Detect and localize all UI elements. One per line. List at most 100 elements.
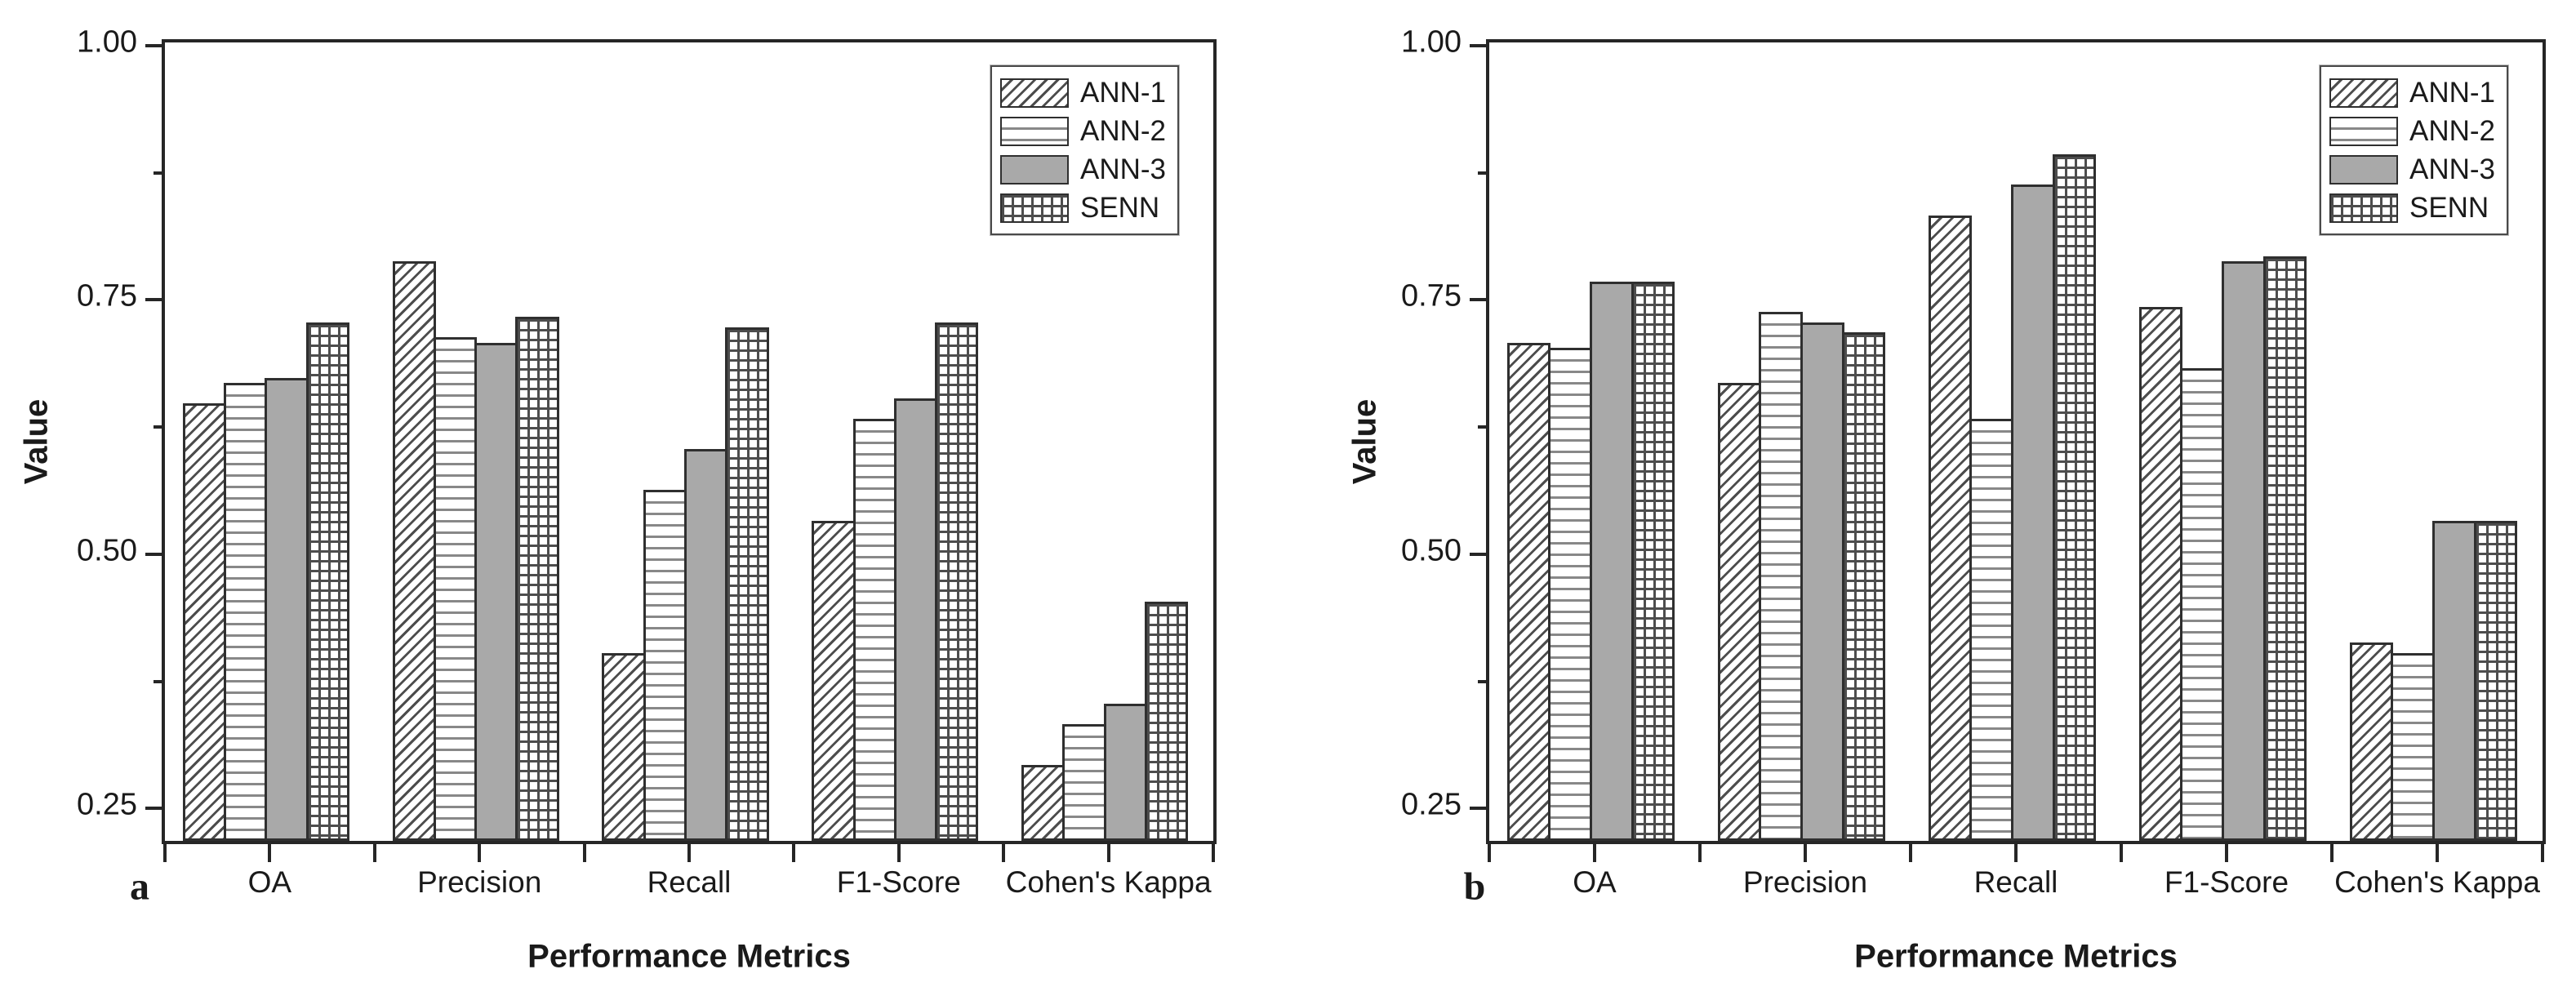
legend-swatch-ann-1 [2329, 78, 2398, 108]
bar-ann-2 [1062, 723, 1106, 841]
category-label: Recall [1973, 865, 2058, 899]
x-category-tick [687, 841, 691, 862]
x-category-tick [2225, 841, 2228, 862]
x-category-tick [1804, 841, 1807, 862]
legend-label: ANN-2 [1079, 114, 1166, 147]
bar-ann-1 [1506, 342, 1551, 841]
bar-group [1928, 42, 2103, 841]
x-boundary-tick [2120, 841, 2123, 862]
bar-ann-1 [1928, 215, 1973, 841]
legend: ANN-1 ANN-2 ANN-3 SENN [2319, 65, 2508, 235]
category-label: Precision [1742, 865, 1868, 899]
bar-senn [305, 322, 349, 841]
category-label: Recall [647, 865, 732, 899]
y-major-tick [1470, 298, 1489, 302]
legend-swatch-ann-2 [2329, 116, 2398, 146]
bar-ann-1 [182, 403, 227, 841]
bar-group [2138, 42, 2314, 841]
x-category-tick [896, 841, 901, 862]
legend-swatch-ann-3 [2329, 154, 2398, 185]
x-boundary-tick [1909, 841, 1912, 862]
bar-ann-1 [392, 260, 436, 841]
x-axis-title: Performance Metrics [1854, 938, 2178, 975]
legend-label: SENN [1079, 191, 1160, 224]
bar-ann-1 [812, 520, 856, 841]
bar-ann-2 [433, 337, 478, 841]
category-label: F1-Score [2164, 865, 2289, 899]
bar-senn [1631, 281, 1675, 841]
x-boundary-tick [163, 841, 167, 862]
bar-ann-3 [1103, 703, 1147, 841]
y-major-tick [1470, 44, 1489, 47]
y-minor-tick [153, 171, 165, 175]
y-minor-tick [153, 679, 165, 683]
x-boundary-tick [1212, 841, 1215, 862]
y-major-tick [1470, 552, 1489, 556]
bar-senn [935, 322, 979, 841]
bar-ann-2 [852, 418, 896, 841]
category-label: OA [247, 865, 292, 899]
bar-group [2349, 42, 2525, 841]
bar-ann-1 [2138, 306, 2183, 841]
bar-senn [515, 317, 559, 841]
category-label: F1-Score [836, 865, 961, 899]
legend-item: ANN-2 [999, 112, 1166, 150]
x-category-tick [268, 841, 272, 862]
bar-senn [1841, 332, 1886, 841]
bar-ann-2 [2391, 652, 2435, 841]
y-minor-tick [153, 425, 165, 429]
bar-ann-1 [1717, 383, 1762, 841]
plot-area: 1.00 0.75 0.50 0.25 OA Precision Recall F1-Scor… [1401, 25, 2546, 899]
y-tick-label: 0.75 [77, 278, 137, 313]
x-boundary-tick [582, 841, 586, 862]
legend-item: ANN-1 [999, 73, 1166, 112]
y-tick-label: 0.75 [1401, 278, 1462, 313]
bar-ann-3 [2010, 185, 2055, 841]
bar-ann-1 [2349, 642, 2394, 841]
panel-letter-a: a [130, 865, 149, 909]
y-major-tick [145, 44, 165, 47]
category-label: OA [1573, 865, 1617, 899]
y-major-tick [145, 807, 165, 811]
legend-label: ANN-3 [1079, 153, 1166, 185]
bar-ann-3 [2221, 260, 2266, 841]
bar-group [392, 42, 567, 841]
legend-item: SENN [2329, 189, 2495, 227]
category-label: Precision [417, 865, 542, 899]
panel-b: Value 1.00 0.75 0.50 0.25 OA Precision Recall F… [1290, 0, 2576, 987]
bar-ann-1 [1021, 764, 1066, 841]
y-axis-title: Value [1346, 398, 1383, 485]
bar-senn [2052, 154, 2097, 841]
y-tick-label: 1.00 [1401, 24, 1462, 60]
x-category-tick [478, 841, 482, 862]
x-category-tick [2436, 841, 2439, 862]
y-minor-tick [1478, 425, 1489, 429]
legend-swatch-ann-1 [999, 78, 1069, 108]
bar-group [182, 42, 357, 841]
panel-letter-b: b [1463, 865, 1486, 909]
legend-item: ANN-2 [2329, 112, 2495, 150]
y-major-tick [145, 552, 165, 556]
legend-item: ANN-3 [2329, 150, 2495, 189]
y-tick-label: 1.00 [77, 24, 137, 60]
bar-senn [2262, 256, 2307, 841]
legend-item: SENN [999, 189, 1166, 227]
x-category-tick [1106, 841, 1110, 862]
y-tick-label: 0.25 [1401, 787, 1462, 822]
x-boundary-tick [2541, 841, 2544, 862]
bar-ann-3 [265, 378, 309, 841]
bar-ann-3 [893, 398, 938, 841]
legend-label: ANN-1 [1079, 76, 1166, 109]
bar-group [1717, 42, 1893, 841]
bar-ann-1 [602, 652, 646, 841]
y-minor-tick [1478, 171, 1489, 175]
x-boundary-tick [792, 841, 796, 862]
legend-item: ANN-3 [999, 150, 1166, 189]
legend-swatch-ann-2 [999, 116, 1069, 146]
bar-ann-3 [474, 342, 518, 841]
legend-swatch-ann-3 [999, 154, 1069, 185]
y-axis-title: Value [18, 398, 55, 485]
x-category-tick [1593, 841, 1596, 862]
bar-group [812, 42, 985, 841]
